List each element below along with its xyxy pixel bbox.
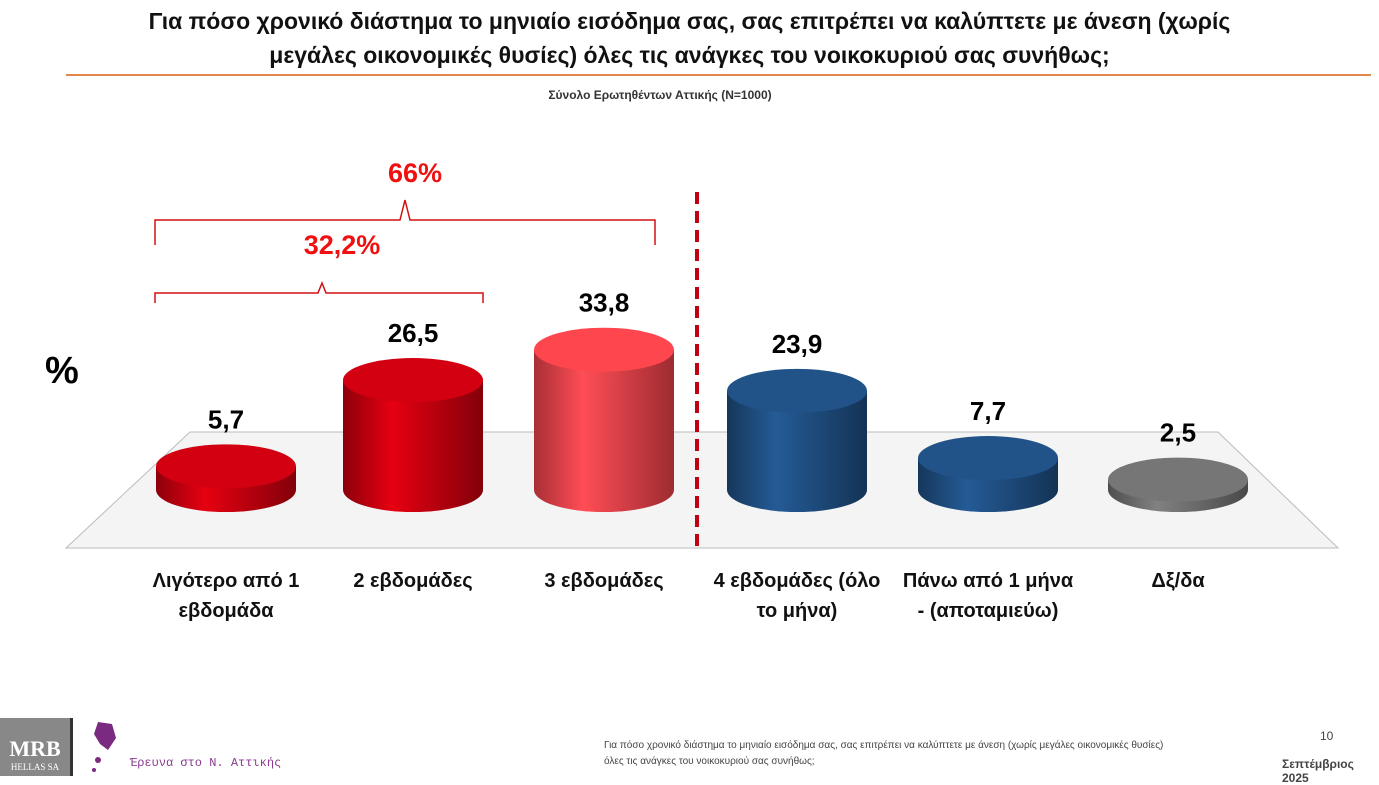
value-label: 5,7: [208, 404, 244, 434]
bar-1: [343, 358, 483, 512]
value-label: 2,5: [1160, 418, 1196, 448]
bar-top: [343, 358, 483, 403]
annotation-66: 66%: [388, 158, 442, 188]
bar-top: [1108, 457, 1248, 502]
value-label: 26,5: [388, 318, 439, 348]
value-label: 33,8: [579, 288, 630, 318]
page-number: 10: [1320, 729, 1334, 743]
x-tick-label: Πάνω από 1 μήνα - (αποταμιεύω): [902, 570, 1074, 622]
x-tick-label: 3 εβδομάδες: [544, 570, 664, 592]
bar-2: [534, 327, 674, 512]
title-divider: [66, 74, 1371, 76]
chart-subtitle: Σύνολο Ερωτηθέντων Αττικής (N=1000): [548, 88, 772, 102]
x-tick-label: 2 εβδομάδες: [353, 570, 473, 592]
bar-top: [156, 444, 296, 489]
x-tick-label: 4 εβδομάδες (όλο το μήνα): [713, 570, 881, 622]
x-tick-label: Λιγότερο από 1 εβδομάδα: [152, 570, 300, 622]
bar-top: [534, 327, 674, 372]
bar-0: [156, 444, 296, 512]
bracket-66: [154, 199, 656, 245]
bar-5: [1108, 457, 1248, 512]
bar-top: [727, 368, 867, 413]
value-label: 23,9: [772, 329, 823, 359]
annotation-32: 32,2%: [304, 230, 381, 260]
bar-3: [727, 368, 867, 512]
x-tick-label: Δξ/δα: [1151, 570, 1205, 592]
mrb-logo: MRB HELLAS SA: [0, 718, 73, 776]
bracket-32: [154, 280, 484, 303]
survey-label: Έρευνα στο Ν. Αττικής: [130, 756, 282, 770]
bar-4: [918, 436, 1058, 512]
bar-body: [343, 380, 483, 512]
y-axis-label: %: [45, 350, 79, 392]
bar-top: [918, 436, 1058, 481]
bar-body: [534, 349, 674, 512]
chart-title: Για πόσο χρονικό διάστημα το μηνιαίο εισ…: [148, 8, 1231, 68]
footer-question: Για πόσο χρονικό διάστημα το μηνιαίο εισ…: [604, 740, 1164, 767]
value-label: 7,7: [970, 396, 1006, 426]
attica-map-icon: [92, 722, 116, 772]
footer-date: Σεπτέμβριος 2025: [1282, 757, 1354, 785]
bar-body: [727, 390, 867, 512]
